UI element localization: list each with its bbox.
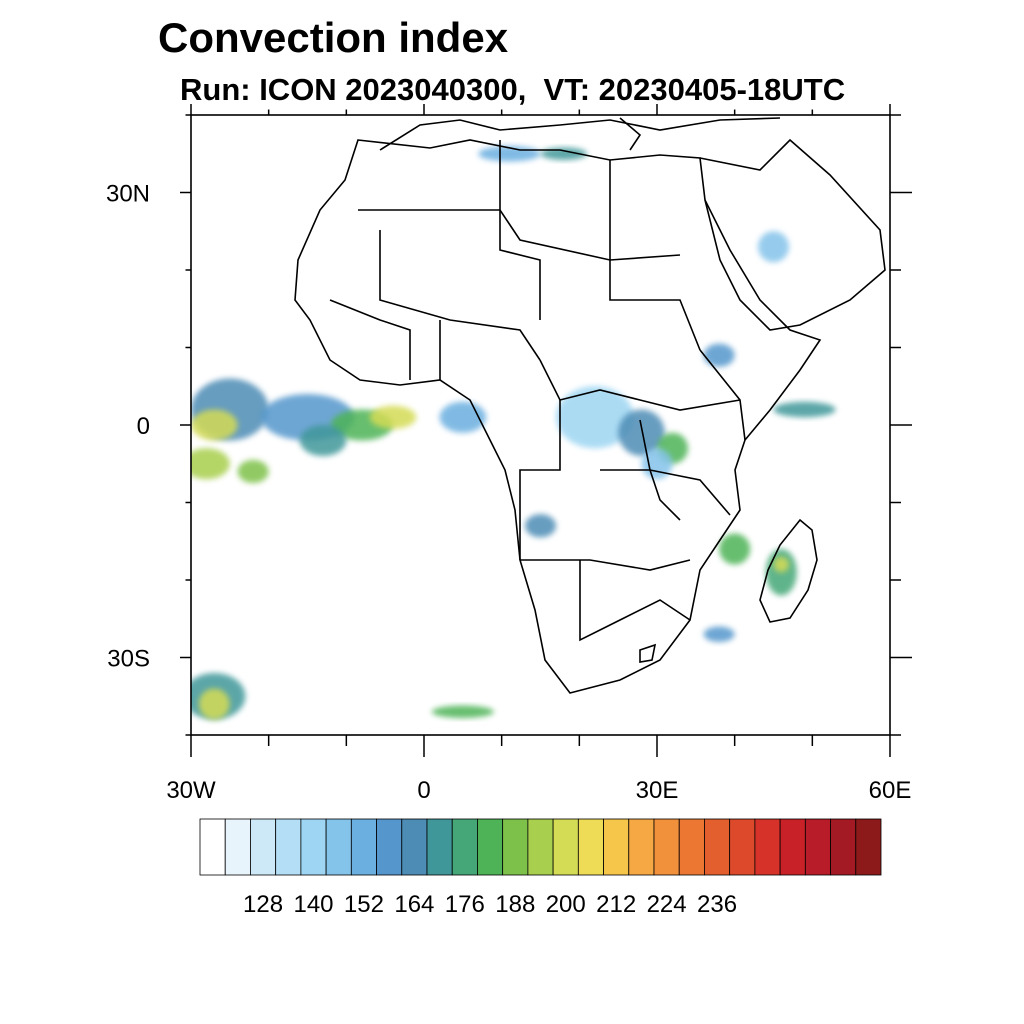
convection-cell: [773, 556, 790, 573]
map-title: Convection index: [158, 14, 509, 61]
convection-cell: [191, 448, 230, 480]
colorbar-swatch: [401, 818, 428, 876]
colorbar-swatch: [678, 818, 705, 876]
convection-cell: [618, 409, 665, 456]
convection-cell: [719, 533, 751, 565]
y-axis-labels: 30N 0 30S: [106, 181, 150, 673]
colorbar-swatch: [754, 818, 781, 876]
convection-cell: [556, 386, 634, 449]
convection-cell: [237, 459, 269, 484]
colorbar-swatch: [300, 818, 327, 876]
convection-cell: [198, 688, 230, 720]
colorbar-label: 236: [697, 891, 737, 918]
convection-cell: [773, 401, 836, 418]
x-axis-labels: 30W 0 30E 60E: [166, 777, 911, 804]
convection-field: [191, 146, 836, 720]
colorbar-swatch: [855, 818, 882, 876]
colorbar-swatch: [199, 818, 226, 876]
axis-ticks: [180, 104, 912, 757]
colorbar-label: 152: [344, 891, 384, 918]
colorbar-swatch: [426, 818, 453, 876]
colorbar-swatch: [779, 818, 806, 876]
convection-cell: [703, 343, 735, 367]
convection-cell: [641, 448, 673, 480]
colorbar-labels: 128 140 152 164 176 188 200 212 224 236: [243, 891, 737, 918]
colorbar-swatch: [224, 818, 251, 876]
colorbar-swatch: [527, 818, 554, 876]
x-tick-label: 60E: [869, 777, 912, 804]
convection-cell: [369, 405, 417, 429]
colorbar-swatch: [451, 818, 478, 876]
colorbar-label: 176: [445, 891, 485, 918]
map-subtitle: Run: ICON 2023040300, VT: 20230405-18UTC: [180, 72, 846, 107]
colorbar-swatch: [250, 818, 277, 876]
x-tick-label: 30E: [636, 777, 679, 804]
colorbar-swatch: [502, 818, 529, 876]
colorbar-label: 140: [293, 891, 333, 918]
convection-cell: [757, 231, 790, 263]
colorbar-label: 200: [546, 891, 586, 918]
coastline-outline: [294, 117, 886, 694]
x-tick-label: 30W: [166, 777, 216, 804]
colorbar: [199, 818, 882, 876]
colorbar-swatch: [275, 818, 302, 876]
colorbar-swatch: [704, 818, 731, 876]
colorbar-swatch: [830, 818, 857, 876]
colorbar-swatch: [577, 818, 604, 876]
colorbar-swatch: [603, 818, 630, 876]
convection-cell: [299, 425, 347, 456]
colorbar-swatch: [350, 818, 377, 876]
colorbar-label: 212: [596, 891, 636, 918]
colorbar-swatch: [804, 818, 831, 876]
colorbar-label: 188: [495, 891, 535, 918]
y-tick-label: 0: [137, 413, 150, 440]
colorbar-label: 164: [394, 891, 434, 918]
colorbar-swatch: [729, 818, 756, 876]
colorbar-swatch: [477, 818, 504, 876]
colorbar-swatch: [552, 818, 579, 876]
colorbar-swatch: [376, 818, 403, 876]
y-tick-label: 30N: [106, 181, 150, 208]
convection-cell: [703, 626, 735, 642]
colorbar-swatch: [653, 818, 680, 876]
colorbar-swatch: [628, 818, 655, 876]
colorbar-label: 128: [243, 891, 283, 918]
y-tick-label: 30S: [107, 646, 150, 673]
convection-cell: [191, 409, 238, 441]
colorbar-swatch: [325, 818, 352, 876]
convection-cell: [431, 705, 494, 718]
x-tick-label: 0: [417, 777, 430, 804]
convection-cell: [524, 514, 557, 538]
colorbar-label: 224: [647, 891, 687, 918]
